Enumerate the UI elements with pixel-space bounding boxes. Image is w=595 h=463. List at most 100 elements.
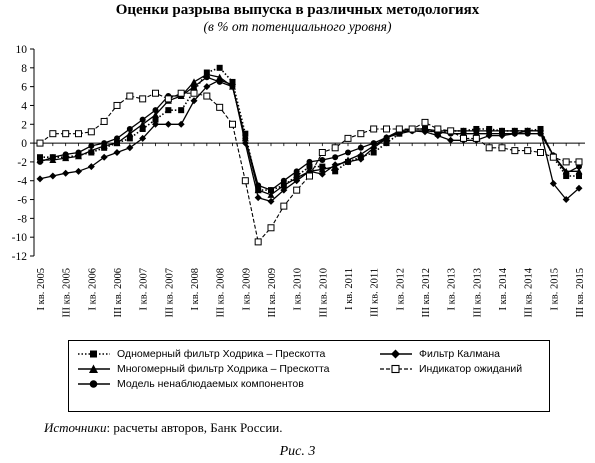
point-open-square [549, 153, 557, 161]
point-open-square [203, 92, 211, 100]
y-tick-label: 8 [21, 63, 27, 75]
point-open-square [254, 238, 262, 246]
y-tick-label: -10 [12, 232, 28, 244]
legend-item-kalman: Фильтр Калмана [379, 347, 500, 361]
point-diamond [49, 172, 57, 180]
point-diamond [100, 153, 108, 161]
y-tick-label: 0 [21, 138, 27, 150]
point-diamond [331, 161, 339, 169]
point-square [165, 107, 172, 114]
point-circle [75, 149, 82, 156]
x-tick-label: III кв. 2009 [267, 268, 278, 317]
point-square [152, 116, 159, 123]
y-tick-label: 4 [21, 100, 27, 112]
point-open-square [421, 118, 429, 126]
point-open-square [113, 101, 121, 109]
x-tick-label: III кв. 2014 [524, 267, 535, 317]
figure-caption: Рис. 3 [279, 444, 316, 459]
x-tick-label: III кв. 2010 [318, 268, 329, 317]
point-open-square [575, 158, 583, 166]
point-circle [319, 157, 326, 164]
point-open-square [472, 134, 480, 142]
point-open-square [152, 89, 159, 97]
point-circle [357, 144, 364, 151]
point-open-square [460, 134, 467, 142]
point-triangle [113, 139, 121, 147]
legend-swatch-dotted-square [78, 350, 110, 358]
x-tick-label: I кв. 2006 [87, 268, 98, 310]
x-tick-label: I кв. 2007 [139, 268, 150, 310]
point-square [306, 163, 313, 170]
point-diamond [126, 144, 134, 152]
point-open-square [177, 89, 185, 97]
point-triangle [75, 152, 82, 160]
y-tick-label: -4 [17, 176, 27, 188]
x-tick-label: I кв. 2013 [447, 268, 458, 310]
point-diamond [357, 155, 365, 163]
point-diamond [318, 170, 326, 178]
point-open-square [241, 177, 249, 185]
point-diamond [229, 81, 236, 89]
legend-label: Индикатор ожиданий [419, 363, 523, 375]
x-tick-label: I кв. 2015 [549, 268, 560, 310]
x-tick-label: III кв. 2012 [421, 268, 432, 317]
point-circle [126, 125, 133, 132]
point-open-square [126, 92, 134, 100]
point-diamond [524, 127, 532, 135]
point-diamond [447, 136, 455, 144]
point-open-square [485, 144, 493, 152]
point-diamond [216, 76, 224, 84]
point-diamond [203, 83, 211, 91]
source-label: Источники [44, 420, 107, 435]
y-tick-label: 2 [21, 119, 27, 131]
point-diamond [36, 175, 44, 183]
point-square [178, 107, 185, 114]
legend-item-expectations: Индикатор ожиданий [379, 362, 522, 376]
y-tick-label: -8 [17, 213, 27, 225]
point-diamond [152, 120, 159, 128]
point-triangle [126, 130, 134, 137]
point-open-square [395, 125, 403, 133]
point-diamond [485, 132, 493, 140]
legend-label: Фильтр Калмана [419, 348, 500, 360]
point-circle [563, 170, 570, 177]
x-tick-label: I кв. 2011 [344, 268, 355, 310]
x-tick-label: I кв. 2010 [293, 268, 304, 310]
x-tick-label: I кв. 2009 [241, 268, 252, 310]
point-triangle [152, 111, 159, 118]
point-diamond [62, 169, 70, 177]
point-square [332, 168, 339, 175]
point-diamond [164, 120, 172, 128]
point-square [216, 64, 223, 71]
point-triangle [575, 167, 583, 175]
legend-label: Одномерный фильтр Ходрика – Прескотта [117, 348, 326, 360]
point-open-square [383, 125, 390, 133]
point-open-square [280, 202, 288, 210]
legend-swatch-triangle [78, 364, 110, 373]
point-open-square [537, 149, 544, 156]
point-open-square [36, 139, 44, 147]
point-diamond [383, 134, 390, 142]
point-diamond [434, 132, 442, 140]
legend-swatch-circle [78, 380, 110, 388]
point-circle [152, 107, 159, 114]
x-tick-label: III кв. 2005 [62, 268, 73, 317]
point-open-square [139, 95, 147, 103]
point-circle [114, 135, 120, 142]
point-open-square [331, 144, 339, 152]
point-open-square [434, 125, 442, 133]
chart-title: Оценки разрыва выпуска в различных метод… [115, 2, 480, 18]
point-diamond [254, 194, 262, 202]
point-open-square [293, 186, 301, 194]
y-tick-label: -2 [17, 157, 27, 169]
point-open-square [100, 117, 108, 125]
point-open-square [447, 127, 455, 135]
point-circle [332, 154, 339, 161]
x-tick-label: I кв. 2012 [395, 268, 406, 310]
point-open-square [75, 130, 82, 138]
x-tick-label: III кв. 2008 [216, 268, 227, 317]
source-note: Источники: расчеты авторов, Банк России. [44, 420, 283, 436]
legend-item-unobserved-components: Модель ненаблюдаемых компонентов [77, 377, 304, 391]
point-open-square [562, 158, 570, 166]
